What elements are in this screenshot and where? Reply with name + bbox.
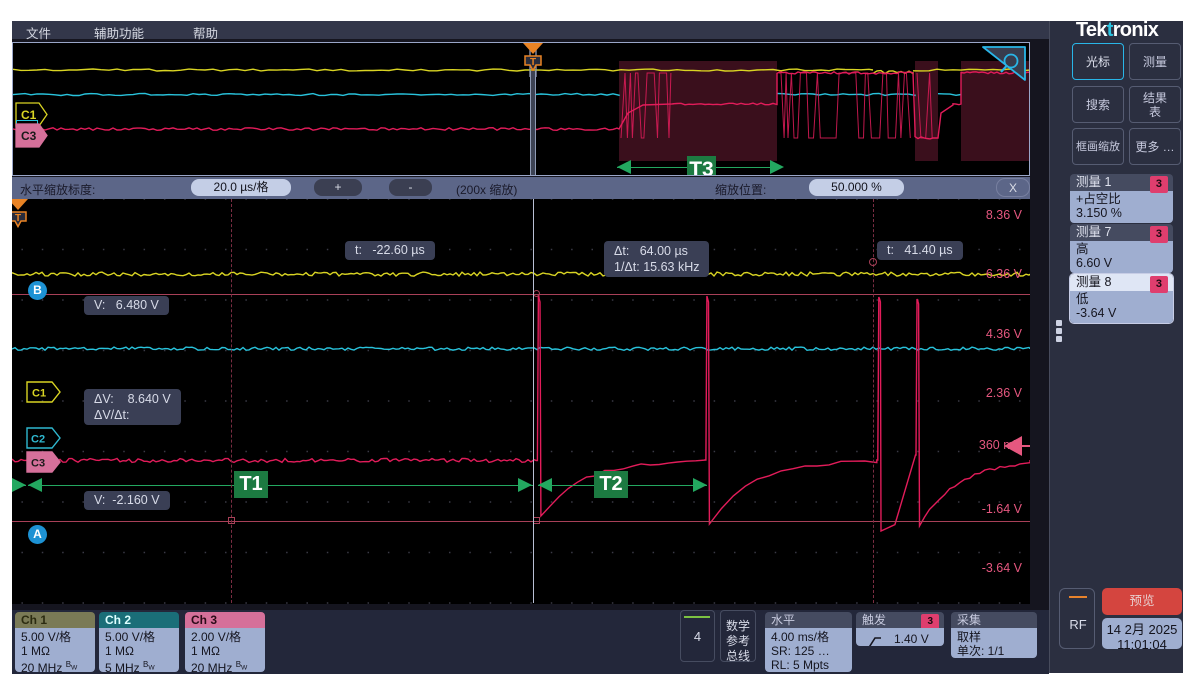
svg-text:C1: C1 [32,388,46,400]
svg-text:C2: C2 [31,434,45,446]
svg-text:C3: C3 [21,129,37,143]
svg-text:T: T [530,57,536,68]
svg-text:C3: C3 [31,458,45,470]
svg-text:T: T [15,213,21,224]
